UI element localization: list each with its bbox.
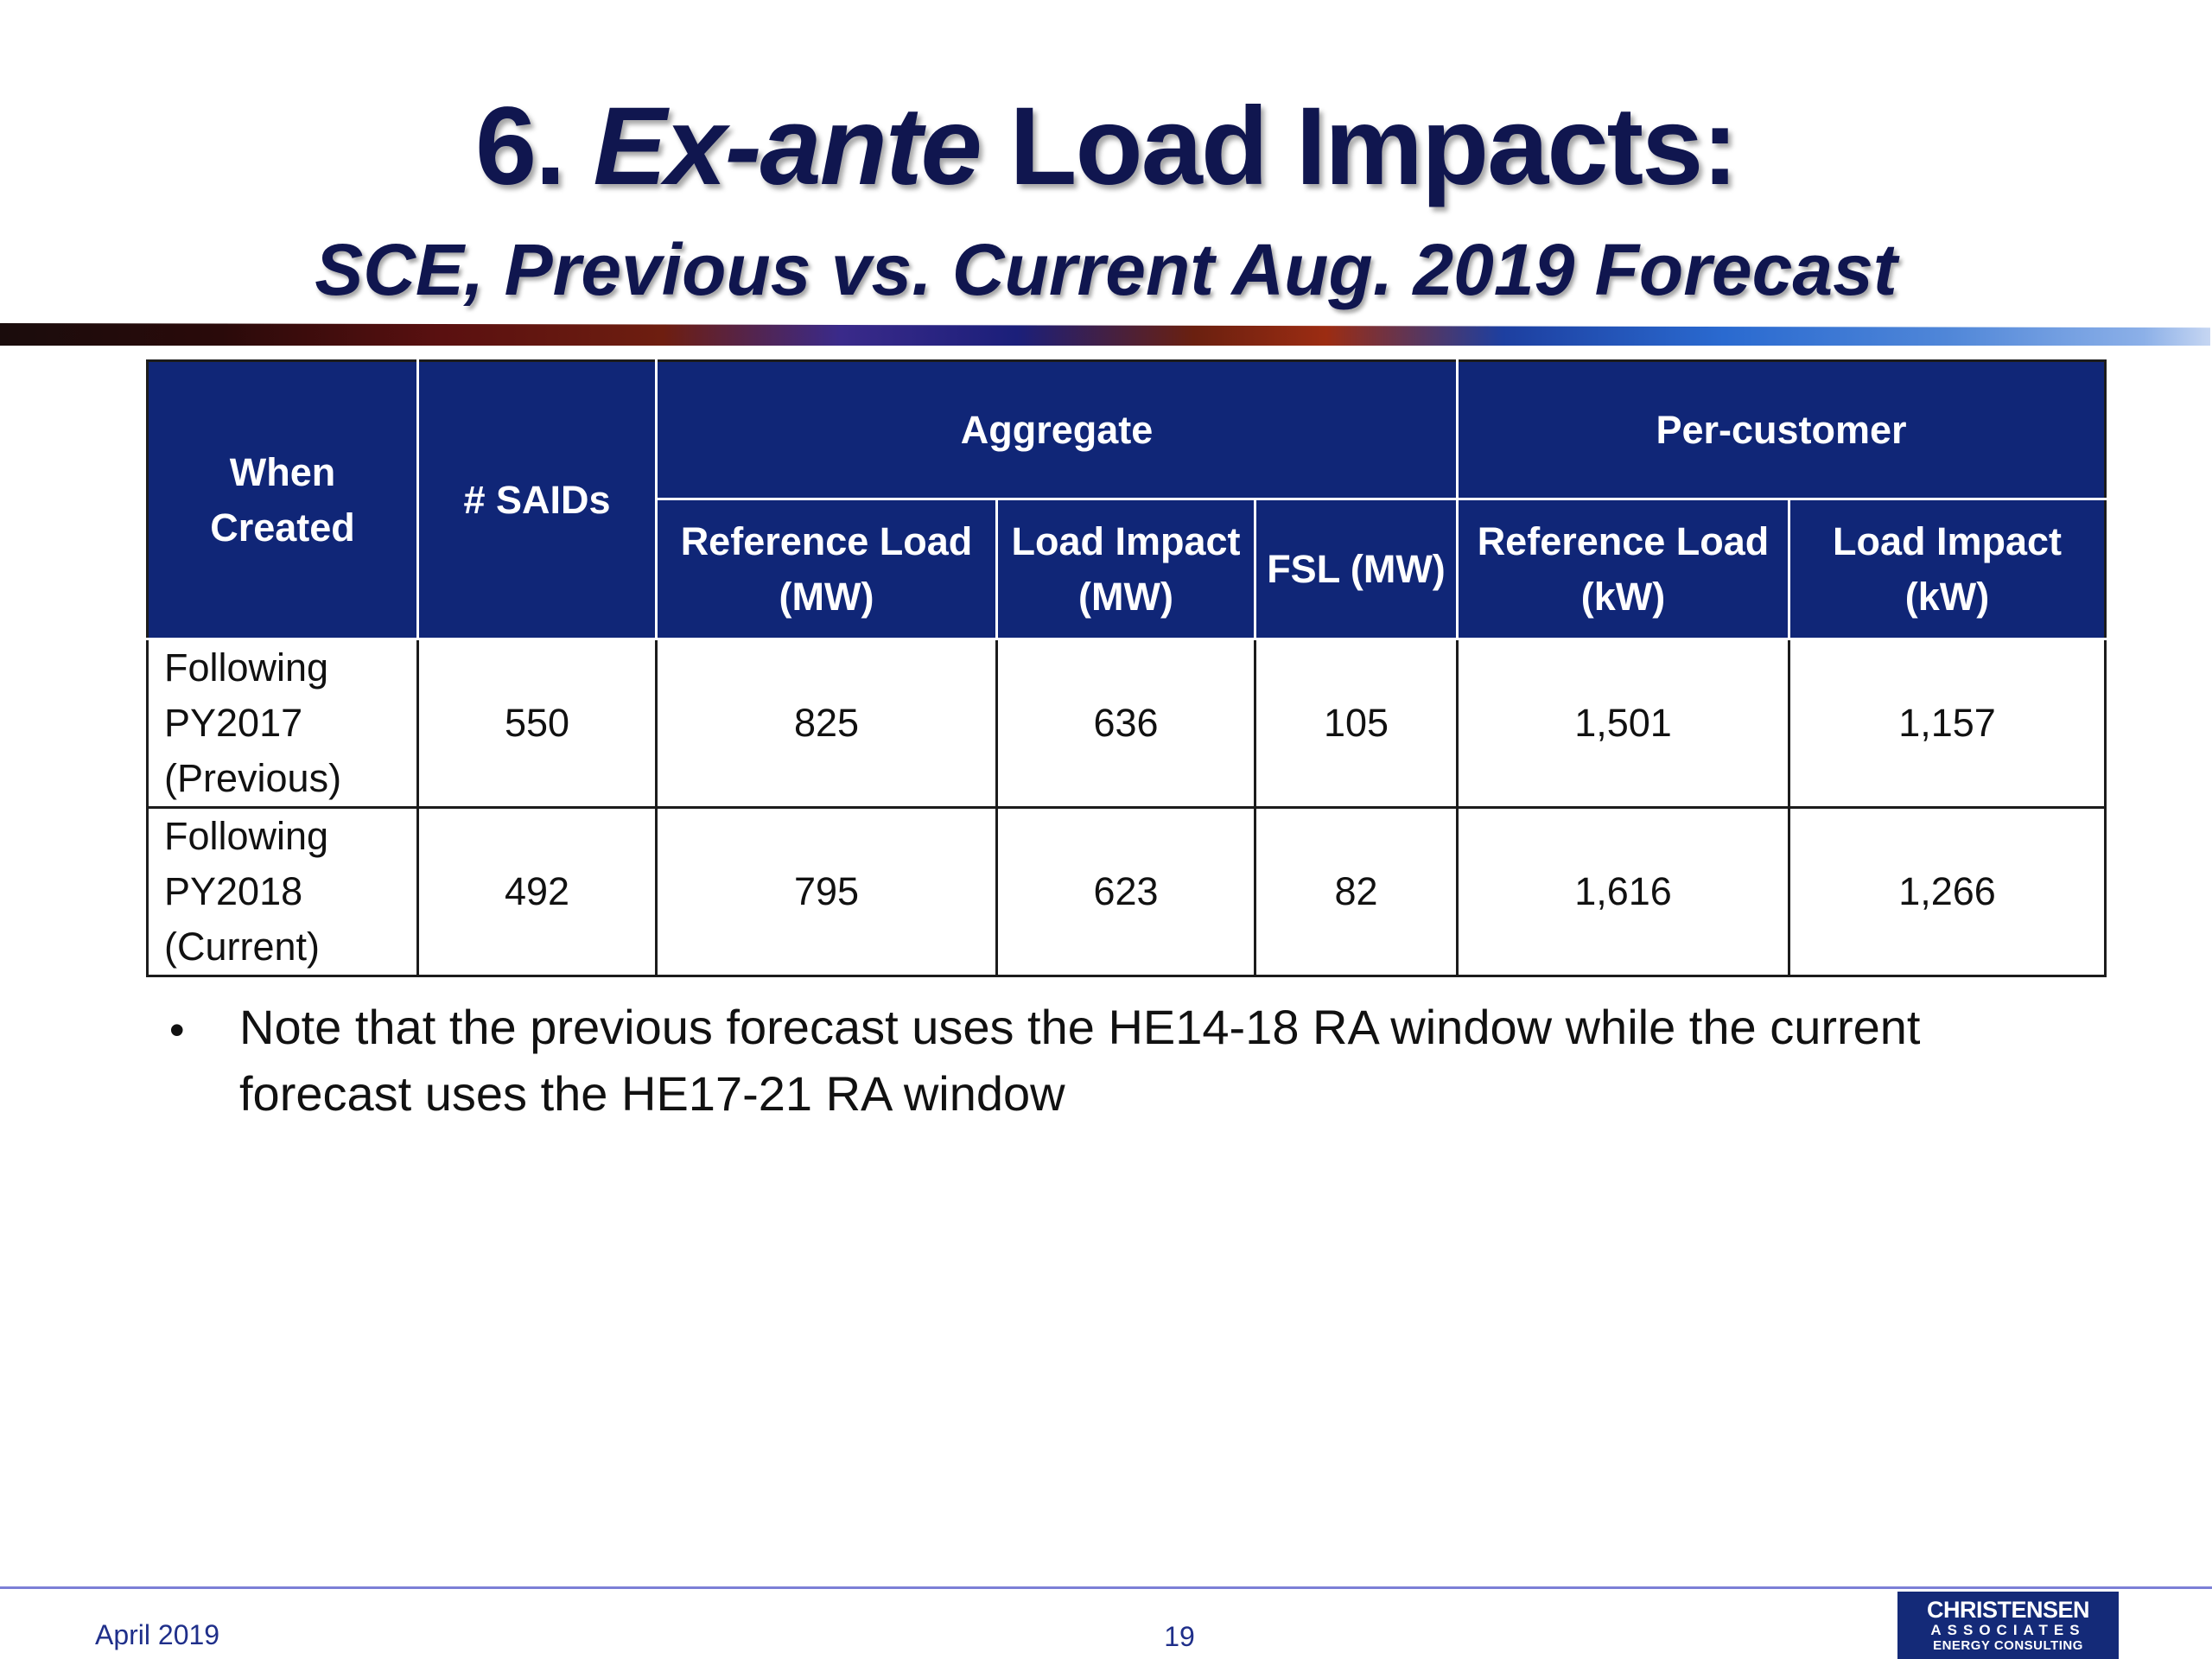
title-rest: Load Impacts: (1009, 85, 1738, 208)
cell-agg-fsl: 105 (1254, 638, 1459, 809)
company-logo: CHRISTENSEN ASSOCIATES ENERGY CONSULTING (1897, 1592, 2119, 1659)
footer-divider (0, 1586, 2212, 1589)
cell-when-created: Following PY2018 (Current) (146, 806, 419, 977)
decorative-banner (0, 323, 2210, 346)
header-aggregate: Aggregate (655, 359, 1459, 500)
header-agg-load-impact: Load Impact (MW) (995, 498, 1256, 640)
cell-agg-reference-load: 825 (655, 638, 998, 809)
cell-pc-reference-load: 1,616 (1456, 806, 1790, 977)
load-impacts-table: When Created # SAIDs Aggregate Per-custo… (146, 359, 2107, 977)
header-saids: # SAIDs (416, 359, 658, 640)
header-pc-load-impact: Load Impact (kW) (1787, 498, 2107, 640)
cell-agg-fsl: 82 (1254, 806, 1459, 977)
cell-when-created: Following PY2017 (Previous) (146, 638, 419, 809)
header-agg-reference-load: Reference Load (MW) (655, 498, 998, 640)
title-number: 6. (475, 85, 566, 208)
page-number: 19 (1164, 1621, 1195, 1652)
header-pc-reference-load: Reference Load (kW) (1456, 498, 1790, 640)
table-row: Following PY2018 (Current) 492 795 623 8… (146, 806, 2107, 977)
cell-pc-reference-load: 1,501 (1456, 638, 1790, 809)
title-italic: Ex-ante (593, 85, 982, 208)
cell-agg-reference-load: 795 (655, 806, 998, 977)
logo-line-3: ENERGY CONSULTING (1933, 1638, 2083, 1653)
cell-saids: 492 (416, 806, 658, 977)
cell-agg-load-impact: 636 (995, 638, 1256, 809)
bullet-icon: • (169, 1006, 185, 1054)
logo-line-2: ASSOCIATES (1930, 1622, 2086, 1638)
header-per-customer: Per-customer (1455, 359, 2107, 500)
cell-saids: 550 (416, 638, 658, 809)
slide-title: 6. Ex-ante Load Impacts: (0, 82, 2212, 212)
footer-date: April 2019 (95, 1619, 220, 1650)
logo-line-1: CHRISTENSEN (1926, 1597, 2090, 1623)
cell-pc-load-impact: 1,266 (1787, 806, 2107, 977)
slide-subtitle: SCE, Previous vs. Current Aug. 2019 Fore… (315, 229, 1897, 310)
cell-pc-load-impact: 1,157 (1787, 638, 2107, 809)
cell-agg-load-impact: 623 (995, 806, 1256, 977)
header-when-created: When Created (146, 359, 419, 640)
header-agg-fsl: FSL (MW) (1254, 498, 1459, 640)
table-row: Following PY2017 (Previous) 550 825 636 … (146, 638, 2107, 809)
note-text: Note that the previous forecast uses the… (239, 1000, 1921, 1121)
